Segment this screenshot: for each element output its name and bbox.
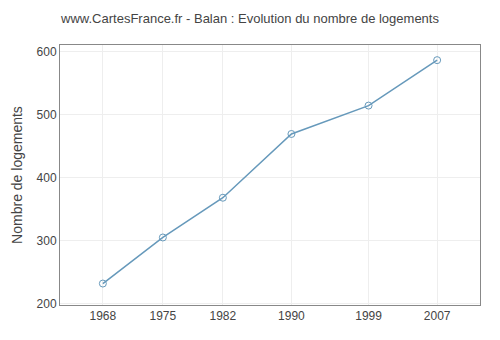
svg-text:600: 600 [37, 45, 57, 59]
svg-text:500: 500 [37, 108, 57, 122]
svg-text:1975: 1975 [150, 309, 177, 323]
svg-text:1968: 1968 [90, 309, 117, 323]
svg-text:2007: 2007 [424, 309, 451, 323]
svg-text:400: 400 [37, 171, 57, 185]
svg-text:Nombre de logements: Nombre de logements [9, 106, 25, 244]
svg-text:1999: 1999 [355, 309, 382, 323]
svg-text:200: 200 [37, 297, 57, 311]
svg-text:1982: 1982 [210, 309, 237, 323]
svg-text:300: 300 [37, 234, 57, 248]
svg-text:1990: 1990 [278, 309, 305, 323]
svg-text:www.CartesFrance.fr - Balan :: www.CartesFrance.fr - Balan : Evolution … [60, 11, 439, 26]
